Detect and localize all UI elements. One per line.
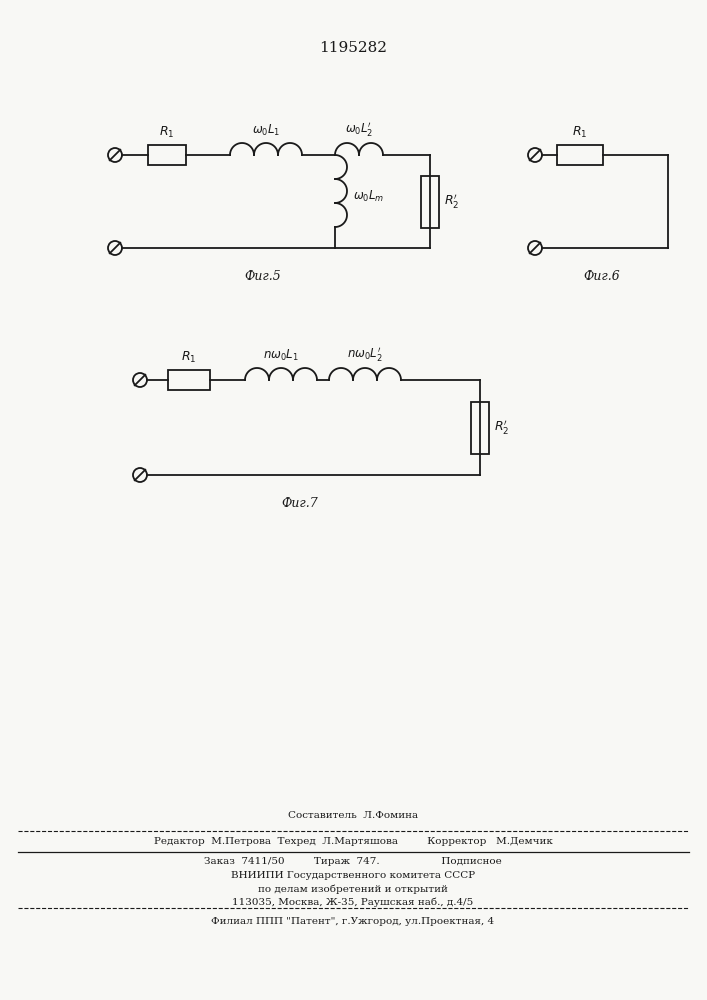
Bar	[471, 401, 489, 454]
Text: ВНИИПИ Государственного комитета СССР: ВНИИПИ Государственного комитета СССР	[231, 871, 475, 880]
Text: по делам изобретений и открытий: по делам изобретений и открытий	[258, 884, 448, 894]
Text: $R_1$: $R_1$	[572, 125, 588, 140]
Text: 1195282: 1195282	[319, 41, 387, 55]
Bar	[421, 176, 439, 228]
Text: $n\omega_0 L_2'$: $n\omega_0 L_2'$	[347, 345, 383, 363]
Text: Фиг.5: Фиг.5	[244, 270, 281, 283]
Text: $\omega_0 L_2'$: $\omega_0 L_2'$	[345, 120, 373, 138]
Text: $n\omega_0 L_1$: $n\omega_0 L_1$	[263, 348, 299, 363]
Text: $R_1$: $R_1$	[159, 125, 175, 140]
Text: Фиг.7: Фиг.7	[281, 497, 318, 510]
Bar	[557, 145, 603, 165]
Text: Фиг.6: Фиг.6	[583, 270, 620, 283]
Text: $R_1$: $R_1$	[181, 350, 197, 365]
Bar	[168, 370, 210, 390]
Text: $R_2'$: $R_2'$	[494, 418, 509, 436]
Text: Составитель  Л.Фомина: Составитель Л.Фомина	[288, 810, 418, 820]
Bar	[148, 145, 186, 165]
Text: 113035, Москва, Ж-35, Раушская наб., д.4/5: 113035, Москва, Ж-35, Раушская наб., д.4…	[233, 897, 474, 907]
Text: $R_2'$: $R_2'$	[444, 192, 460, 211]
Text: $\omega_0 L_1$: $\omega_0 L_1$	[252, 123, 280, 138]
Text: Заказ  7411/50         Тираж  747.                   Подписное: Заказ 7411/50 Тираж 747. Подписное	[204, 857, 502, 866]
Text: Редактор  М.Петрова  Техред  Л.Мартяшова         Корректор   М.Демчик: Редактор М.Петрова Техред Л.Мартяшова Ко…	[153, 836, 552, 846]
Text: $\omega_0 L_m$: $\omega_0 L_m$	[353, 188, 385, 204]
Text: Филиал ППП "Патент", г.Ужгород, ул.Проектная, 4: Филиал ППП "Патент", г.Ужгород, ул.Проек…	[211, 918, 495, 926]
